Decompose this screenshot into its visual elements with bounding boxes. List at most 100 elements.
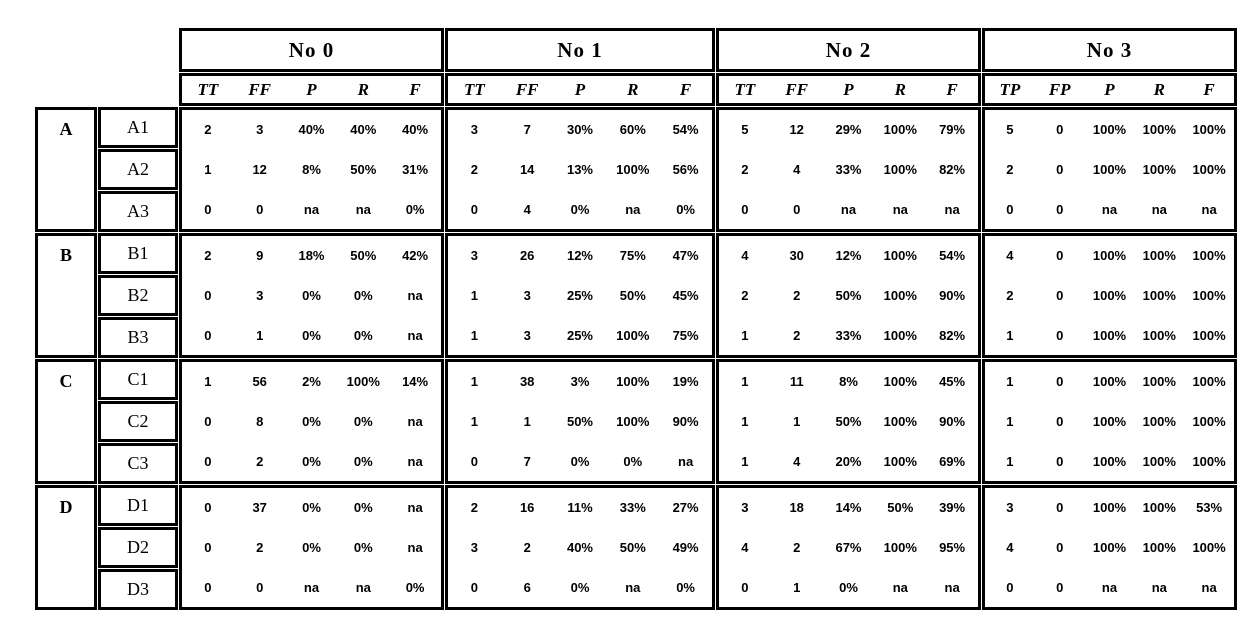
data-block: 1 56 2% 100% 14% 0 8 0% 0% na 0 2 0% 0% na [179, 359, 444, 484]
data-cell: 11 [789, 374, 804, 390]
data-cell: na [1201, 201, 1217, 217]
column-header: TT [197, 79, 219, 99]
data-cell: 5 [741, 122, 749, 138]
column-header: FF [785, 79, 809, 99]
data-cell: 3 [470, 248, 479, 264]
data-cell: 14 [519, 161, 535, 177]
data-cell: 50% [835, 287, 862, 303]
data-cell: 100% [1192, 161, 1226, 177]
data-cell: 12% [566, 248, 593, 264]
data-cell: 7 [523, 122, 531, 138]
data-cell: 0% [353, 539, 373, 555]
data-cell: 100% [616, 374, 650, 390]
data-cell: 0 [741, 579, 749, 595]
data-cell: 3 [256, 287, 264, 303]
data-cell: 100% [616, 413, 650, 429]
data-cell: 4 [741, 539, 749, 555]
data-cell: 18% [298, 248, 325, 264]
group-letter: A [35, 107, 97, 232]
data-cell: 100% [1142, 327, 1176, 343]
data-cell: 11% [567, 500, 593, 516]
data-cell: 30 [789, 248, 804, 264]
data-cell: 4 [793, 453, 801, 469]
row-label: A2 [98, 149, 178, 190]
data-cell: na [678, 453, 694, 469]
data-cell: na [407, 453, 423, 469]
data-cell: 9 [256, 248, 264, 264]
data-cell: 0 [1056, 122, 1064, 138]
data-cell: 100% [1192, 374, 1226, 390]
data-cell: 100% [1142, 413, 1176, 429]
group-letter: C [35, 359, 97, 484]
data-cell: 0% [676, 201, 695, 217]
data-cell: 100% [883, 374, 917, 390]
data-cell: 18 [789, 500, 804, 516]
data-cell: 50% [350, 161, 377, 177]
data-cell: 100% [1142, 500, 1176, 516]
data-cell: 1 [1006, 374, 1014, 390]
data-cell: 0 [204, 500, 212, 516]
data-cell: 90% [939, 287, 966, 303]
data-cell: 37 [252, 500, 267, 516]
data-cell: 0% [839, 579, 858, 595]
data-cell: 0 [204, 413, 212, 429]
section-subheader: TT FF P R F [716, 73, 981, 106]
data-cell: 56% [672, 161, 699, 177]
data-cell: na [1151, 579, 1167, 595]
data-cell: 29% [835, 122, 862, 138]
group-letter: B [35, 233, 97, 358]
data-cell: 1 [741, 327, 749, 343]
data-cell: na [1201, 579, 1217, 595]
data-cell: 2 [256, 539, 264, 555]
data-cell: 2 [741, 161, 749, 177]
data-cell: 38 [519, 374, 535, 390]
data-cell: 0% [302, 539, 321, 555]
data-cell: 0 [1056, 327, 1064, 343]
data-cell: 2 [470, 500, 479, 516]
data-cell: 25% [566, 327, 593, 343]
column-header: P [574, 79, 586, 99]
column-header: P [306, 79, 317, 99]
data-cell: 49% [672, 539, 699, 555]
results-table: No 0 TT FF P R F No 1 TT FF P R F No 2 TT FF P R F No 3 TP F… [35, 28, 1237, 610]
data-cell: 90% [939, 413, 966, 429]
data-cell: 0% [302, 413, 321, 429]
row-label: A3 [98, 191, 178, 232]
data-cell: 100% [1192, 327, 1226, 343]
data-cell: 0 [204, 539, 212, 555]
data-cell: 50% [619, 287, 646, 303]
data-cell: 42% [402, 248, 429, 264]
data-cell: 6 [523, 579, 531, 595]
data-cell: 2 [1006, 287, 1014, 303]
data-cell: 50% [835, 413, 862, 429]
data-cell: 100% [883, 327, 917, 343]
data-block: 2 9 18% 50% 42% 0 3 0% 0% na 0 1 0% 0% na [179, 233, 444, 358]
data-cell: 0 [204, 327, 212, 343]
data-cell: 0 [1006, 579, 1014, 595]
data-cell: 0 [204, 287, 212, 303]
data-cell: 8 [256, 413, 264, 429]
data-cell: 16 [519, 500, 535, 516]
data-cell: 0 [1056, 201, 1064, 217]
data-cell: 0 [1056, 161, 1064, 177]
data-cell: 0% [623, 453, 643, 469]
data-cell: 100% [1142, 287, 1176, 303]
data-cell: 50% [566, 413, 593, 429]
section-title: No 3 [982, 28, 1237, 72]
data-cell: na [303, 579, 320, 595]
data-cell: 40% [566, 539, 593, 555]
data-cell: 14% [835, 500, 862, 516]
data-cell: 2 [523, 539, 531, 555]
data-cell: 3 [256, 122, 264, 138]
data-cell: 100% [1092, 327, 1127, 343]
column-header: R [357, 79, 369, 99]
column-header: P [843, 79, 854, 99]
row-label: D2 [98, 527, 178, 568]
data-cell: 1 [256, 327, 264, 343]
data-cell: 0 [1056, 248, 1064, 264]
data-cell: 0% [405, 201, 425, 217]
data-cell: 31% [402, 161, 429, 177]
data-cell: 1 [1006, 413, 1014, 429]
data-cell: 2 [470, 161, 479, 177]
data-cell: 1 [470, 287, 479, 303]
